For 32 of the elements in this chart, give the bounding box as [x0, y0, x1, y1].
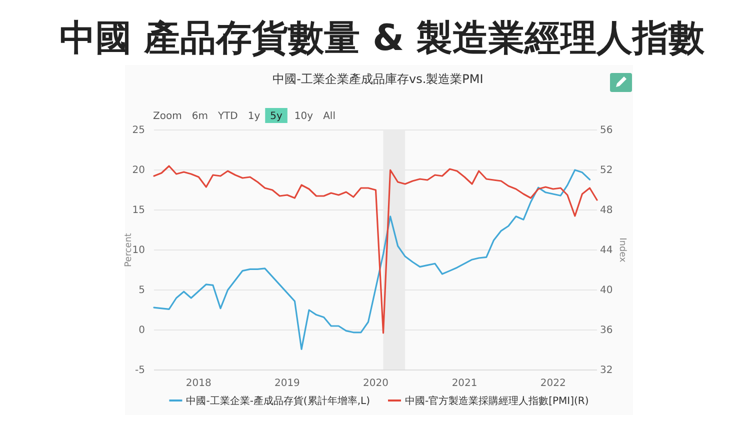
- y-tick-label: 10: [132, 245, 145, 256]
- y2-tick-label: 32: [600, 365, 613, 376]
- y-tick-label: 0: [138, 325, 145, 336]
- y2-tick-label: 44: [600, 245, 613, 256]
- x-tick-label: 2021: [452, 378, 478, 390]
- y-tick-label: 25: [132, 125, 145, 136]
- text: Zoom: [153, 111, 182, 122]
- x-tick-label: 2019: [274, 378, 300, 390]
- text: 6m: [192, 111, 208, 122]
- legend-label: 中國-工業企業-產成品存貨(累計年增率,L): [186, 395, 370, 407]
- x-tick-label: 2020: [363, 378, 388, 390]
- text: YTD: [216, 111, 238, 122]
- y2-tick-label: 52: [600, 165, 613, 176]
- y-tick-label: -5: [135, 365, 145, 376]
- y2-tick-label: 48: [600, 205, 613, 216]
- y-tick-label: 5: [138, 285, 145, 296]
- y-tick-label: 15: [132, 205, 145, 216]
- y-axis-title: Percent: [124, 232, 134, 267]
- legend-label: 中國-官方製造業採購經理人指數[PMI](R): [405, 395, 589, 407]
- text: 10y: [294, 111, 314, 122]
- x-tick-label: 2022: [540, 378, 566, 390]
- y2-tick-label: 36: [600, 325, 613, 336]
- x-tick-label: 2018: [186, 378, 212, 390]
- chart-subtitle: 中國-工業企業產成品庫存vs.製造業PMI: [272, 72, 484, 86]
- text: 5y: [270, 111, 283, 122]
- y2-tick-label: 40: [600, 285, 613, 296]
- chart-title: 中國 產品存貨數量 & 製造業經理人指數: [60, 18, 706, 59]
- y2-axis-title: Index: [617, 238, 627, 264]
- y2-tick-label: 56: [600, 125, 613, 136]
- y-tick-label: 20: [132, 165, 145, 176]
- text: 1y: [248, 111, 260, 122]
- text: All: [323, 111, 336, 122]
